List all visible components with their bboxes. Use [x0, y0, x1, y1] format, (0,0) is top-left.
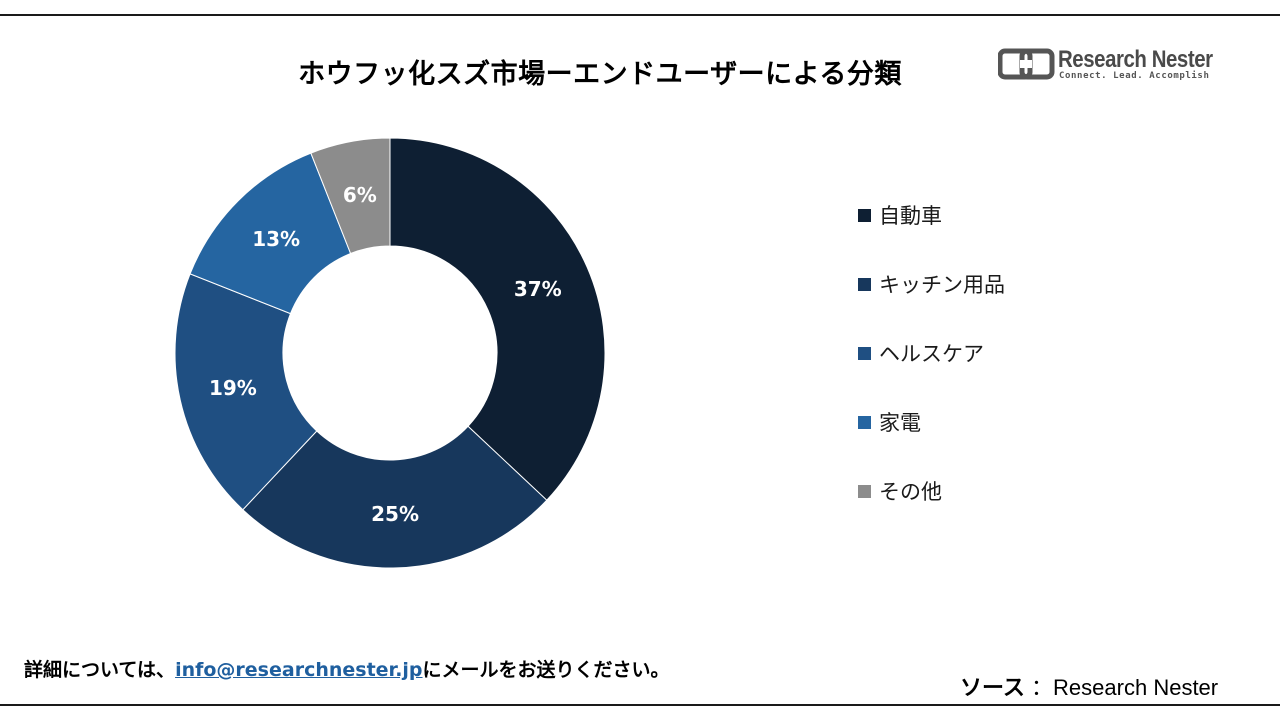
contact-note: 詳細については、info@researchnester.jpにメールをお送りくだ…	[24, 655, 670, 682]
legend-label-1: 自動車	[879, 204, 942, 228]
legend-item-4: 家電	[858, 405, 1005, 439]
legend-label-5: その他	[879, 480, 942, 504]
legend-item-5: その他	[858, 474, 1005, 508]
slice-label-3: 19%	[209, 376, 257, 400]
contact-prefix: 詳細については、	[24, 659, 176, 681]
legend-swatch-4	[858, 415, 871, 429]
slice-label-1: 37%	[514, 277, 562, 301]
research-nester-logo: Research Nester Connect. Lead. Accomplis…	[998, 46, 1218, 86]
top-rule	[0, 14, 1280, 16]
legend-swatch-5	[858, 484, 871, 498]
chart-title: ホウフッ化スズ市場ーエンドユーザーによる分類	[298, 59, 902, 90]
slice-label-5: 6%	[343, 183, 377, 207]
legend-swatch-1	[858, 208, 871, 222]
legend-label-3: ヘルスケア	[879, 342, 984, 366]
logo-name: Research Nester	[1058, 46, 1213, 73]
bottom-rule	[0, 704, 1280, 706]
contact-email-link[interactable]: info@researchnester.jp	[175, 659, 423, 681]
contact-suffix: にメールをお送りください。	[422, 659, 670, 681]
legend-item-1: 自動車	[858, 198, 1005, 232]
logo-tagline: Connect. Lead. Accomplish	[1059, 71, 1210, 81]
source-value: Research Nester	[1053, 675, 1219, 700]
legend-label-2: キッチン用品	[879, 273, 1005, 297]
source-label: ソース	[960, 676, 1025, 701]
donut-slice-2	[242, 425, 548, 569]
donut-slice-3	[174, 273, 318, 511]
legend-label-4: 家電	[879, 411, 921, 435]
legend-swatch-2	[858, 277, 871, 291]
legend-item-3: ヘルスケア	[858, 336, 1005, 370]
legend-item-2: キッチン用品	[858, 267, 1005, 301]
source-credit: ソース ：Research Nester	[960, 670, 1218, 702]
slice-label-2: 25%	[371, 502, 419, 526]
donut-slice-1	[389, 137, 606, 501]
donut-slice-5	[310, 137, 391, 255]
slice-label-4: 13%	[252, 227, 300, 251]
logo-mark-icon	[998, 48, 1055, 80]
legend-swatch-3	[858, 346, 871, 360]
donut-chart: 37% 25% 19% 13% 6%	[174, 137, 606, 569]
chart-legend: 自動車キッチン用品 ヘルスケア家電その他	[858, 198, 1005, 543]
source-separator: ：	[1031, 675, 1054, 700]
